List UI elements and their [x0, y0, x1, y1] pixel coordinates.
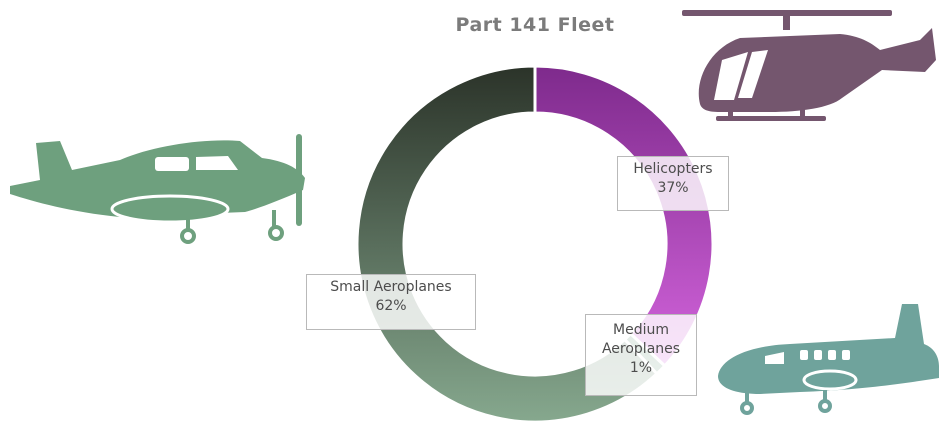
data-label-small-aeroplanes-value: 62% [375, 298, 407, 314]
data-label-medium-aeroplanes: Medium Aeroplanes 1% [585, 314, 697, 396]
medium-aeroplane-icon [718, 304, 939, 415]
data-label-medium-aeroplanes-name: Medium Aeroplanes [601, 322, 681, 357]
donut-slice-small-aeroplanes [355, 64, 659, 424]
small-aeroplane-icon [10, 134, 305, 244]
data-label-helicopters: Helicopters 37% [617, 156, 729, 211]
data-label-helicopters-value: 37% [657, 180, 689, 196]
data-label-small-aeroplanes-name: Small Aeroplanes [330, 279, 452, 295]
helicopter-icon [682, 10, 936, 121]
chart-title: Part 141 Fleet [455, 14, 615, 36]
data-label-small-aeroplanes: Small Aeroplanes 62% [306, 274, 476, 330]
data-label-medium-aeroplanes-value: 1% [629, 360, 653, 376]
data-label-helicopters-name: Helicopters [633, 161, 713, 177]
